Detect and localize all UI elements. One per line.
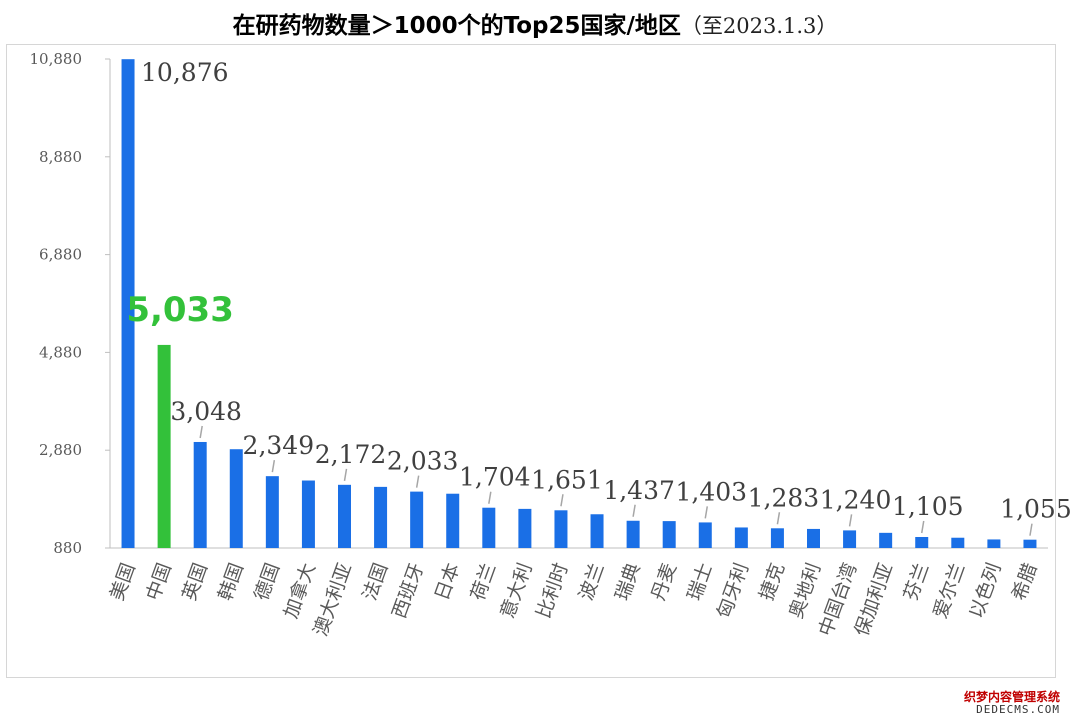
bar xyxy=(121,59,135,549)
data-label-leader xyxy=(704,506,709,519)
chart-title: 在研药物数量＞1000个的Top25国家/地区 xyxy=(232,13,681,39)
x-tick-label: 韩国 xyxy=(214,560,248,603)
y-tick-label: 8,880 xyxy=(39,148,82,166)
data-label: 1,651 xyxy=(531,465,603,494)
bar xyxy=(915,536,929,548)
watermark-line2: DEDECMS.COM xyxy=(976,702,1060,716)
chart-frame xyxy=(6,44,1056,678)
data-label: 1,055 xyxy=(1000,495,1070,524)
bar xyxy=(157,344,171,548)
data-label: 2,033 xyxy=(387,447,459,476)
bar xyxy=(374,486,388,548)
data-label-leader xyxy=(632,504,636,517)
bar xyxy=(662,521,676,548)
x-tick-label: 英国 xyxy=(178,560,212,603)
bar xyxy=(554,510,568,548)
bar xyxy=(626,520,640,548)
bar xyxy=(734,527,748,548)
watermark: 织梦内容管理系统 DEDECMS.COM xyxy=(963,689,1060,716)
bar xyxy=(770,528,784,548)
x-tick-label: 日本 xyxy=(431,560,465,603)
data-label-leader xyxy=(488,491,492,504)
data-label-leader xyxy=(343,468,348,481)
data-label: 1,240 xyxy=(820,485,892,514)
data-label-leader xyxy=(848,514,853,527)
chart-subtitle: （至2023.1.3） xyxy=(680,14,838,38)
bar xyxy=(518,508,532,548)
x-tick-label: 瑞士 xyxy=(683,560,717,603)
x-tick-label: 美国 xyxy=(106,560,140,603)
data-label: 2,349 xyxy=(243,431,315,460)
bar xyxy=(698,522,712,548)
y-tick-label: 880 xyxy=(53,539,82,557)
x-tick-label: 丹麦 xyxy=(647,560,681,603)
data-label: 1,437 xyxy=(603,476,675,505)
x-tick-label: 爱尔兰 xyxy=(929,560,969,621)
x-tick-label: 德国 xyxy=(250,560,284,603)
data-label: 2,172 xyxy=(315,440,387,469)
bar xyxy=(1023,539,1037,548)
x-tick-label: 波兰 xyxy=(575,560,609,603)
y-tick-label: 10,880 xyxy=(30,50,83,68)
data-label-leader xyxy=(271,460,276,473)
bar xyxy=(446,493,460,548)
bar xyxy=(229,449,243,548)
bar xyxy=(338,484,351,548)
y-tick-label: 4,880 xyxy=(39,343,82,361)
data-label: 1,105 xyxy=(892,492,964,521)
x-tick-label: 奥地利 xyxy=(785,560,825,621)
x-tick-label: 意大利 xyxy=(496,560,536,621)
y-tick-label: 2,880 xyxy=(39,441,82,459)
bar xyxy=(410,491,424,548)
x-tick-label: 匈牙利 xyxy=(713,560,753,621)
data-label-leader xyxy=(1029,523,1033,536)
data-label-leader xyxy=(776,512,781,525)
x-tick-label: 以色列 xyxy=(965,560,1005,621)
bar xyxy=(843,530,857,548)
x-tick-label: 法国 xyxy=(359,560,393,603)
data-label-leader xyxy=(199,425,203,439)
bar xyxy=(193,441,207,548)
y-tick-label: 6,880 xyxy=(39,246,82,264)
bar xyxy=(879,532,893,548)
x-tick-label: 荷兰 xyxy=(467,560,501,603)
x-tick-label: 芬兰 xyxy=(900,560,934,603)
bar xyxy=(987,539,1001,548)
bar xyxy=(951,537,965,548)
x-tick-label: 加拿大 xyxy=(279,560,320,621)
data-label-leader xyxy=(415,475,420,488)
watermark-line1: 织梦内容管理系统 xyxy=(963,689,1060,704)
data-label-leader xyxy=(560,494,564,507)
x-tick-label: 瑞典 xyxy=(611,560,645,603)
data-label: 3,048 xyxy=(170,397,242,426)
data-label-leader xyxy=(920,520,925,534)
bar xyxy=(265,476,279,548)
data-label: 5,033 xyxy=(126,290,234,330)
x-tick-label: 捷克 xyxy=(755,560,789,603)
bar xyxy=(807,528,820,548)
x-tick-label: 西班牙 xyxy=(388,560,428,621)
x-tick-label: 中国 xyxy=(142,560,176,603)
chart-title-row: 在研药物数量＞1000个的Top25国家/地区（至2023.1.3） xyxy=(0,6,1070,40)
bar xyxy=(482,507,496,548)
x-tick-label: 比利时 xyxy=(532,560,572,621)
bar xyxy=(301,480,315,548)
data-label: 1,704 xyxy=(459,463,531,492)
data-label: 1,403 xyxy=(675,477,747,506)
bar xyxy=(590,514,604,548)
data-label: 10,876 xyxy=(141,58,228,87)
data-label: 1,283 xyxy=(748,483,820,512)
x-tick-label: 希腊 xyxy=(1008,560,1042,603)
